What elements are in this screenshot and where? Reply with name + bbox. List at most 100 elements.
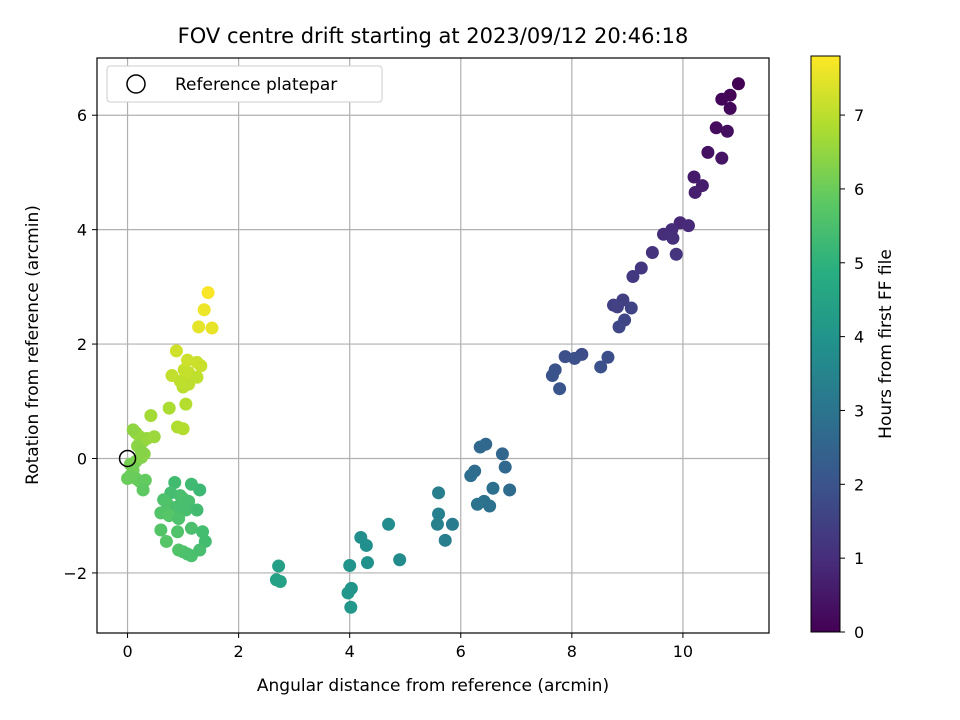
legend-label: Reference platepar bbox=[175, 75, 337, 95]
colorbar-tick-label: 0 bbox=[854, 623, 864, 642]
data-point bbox=[171, 525, 185, 539]
data-point bbox=[159, 534, 173, 548]
data-point bbox=[669, 247, 683, 261]
data-point bbox=[190, 503, 204, 517]
data-point bbox=[610, 300, 624, 314]
data-point bbox=[382, 517, 396, 531]
data-point bbox=[126, 423, 140, 437]
x-axis-ticks: 0 2 4 6 8 10 bbox=[122, 633, 693, 661]
data-point bbox=[169, 344, 183, 358]
colorbar-tick-label: 4 bbox=[854, 328, 864, 347]
data-point bbox=[715, 92, 729, 106]
data-point bbox=[432, 507, 446, 521]
colorbar-label: Hours from first FF file bbox=[876, 249, 896, 439]
data-point bbox=[473, 440, 487, 454]
y-tick-label: −2 bbox=[63, 564, 87, 583]
data-point bbox=[687, 170, 701, 184]
data-point bbox=[344, 600, 358, 614]
legend-marker bbox=[126, 74, 146, 94]
x-axis-label: Angular distance from reference (arcmin) bbox=[257, 676, 609, 696]
data-point bbox=[121, 472, 135, 486]
data-point bbox=[688, 185, 702, 199]
data-point bbox=[193, 483, 207, 497]
y-tick-label: 4 bbox=[77, 221, 87, 240]
x-tick-label: 8 bbox=[567, 642, 577, 661]
data-point bbox=[645, 246, 659, 260]
data-point bbox=[720, 124, 734, 138]
data-point bbox=[341, 586, 355, 600]
colorbar-tick-label: 7 bbox=[854, 106, 864, 125]
x-tick-label: 6 bbox=[456, 642, 466, 661]
colorbar-ticks: 0 1 2 3 4 5 6 7 bbox=[840, 106, 864, 642]
colorbar-tick-label: 1 bbox=[854, 549, 864, 568]
data-point bbox=[138, 473, 152, 487]
data-point bbox=[393, 553, 407, 567]
data-point bbox=[162, 401, 176, 415]
data-point bbox=[612, 320, 626, 334]
data-point bbox=[445, 517, 459, 531]
data-point bbox=[154, 523, 168, 537]
y-tick-label: 2 bbox=[77, 335, 87, 354]
data-point bbox=[495, 447, 509, 461]
data-point bbox=[359, 538, 373, 552]
data-point bbox=[165, 369, 179, 383]
data-point bbox=[273, 575, 287, 589]
data-point bbox=[201, 286, 215, 300]
data-point bbox=[601, 350, 615, 364]
data-point bbox=[197, 303, 211, 317]
data-point bbox=[172, 512, 186, 526]
data-point bbox=[594, 360, 608, 374]
data-point bbox=[731, 77, 745, 91]
data-point bbox=[193, 543, 207, 557]
data-point bbox=[666, 231, 680, 245]
x-tick-label: 4 bbox=[345, 642, 355, 661]
y-tick-label: 6 bbox=[77, 106, 87, 125]
data-point bbox=[205, 321, 219, 335]
data-point bbox=[192, 320, 206, 334]
plot-frame bbox=[96, 57, 770, 634]
chart-title: FOV centre drift starting at 2023/09/12 … bbox=[178, 24, 689, 48]
x-tick-label: 0 bbox=[122, 642, 132, 661]
data-point bbox=[147, 430, 161, 444]
data-point bbox=[723, 101, 737, 115]
data-point bbox=[470, 497, 484, 511]
data-point bbox=[483, 499, 497, 513]
data-point bbox=[136, 483, 150, 497]
reference-platepar-marker bbox=[118, 449, 137, 468]
data-point bbox=[144, 409, 158, 423]
x-tick-label: 10 bbox=[673, 642, 693, 661]
data-point bbox=[190, 370, 204, 384]
data-point bbox=[360, 556, 374, 570]
data-point bbox=[498, 460, 512, 474]
grid bbox=[97, 58, 769, 633]
data-point bbox=[184, 521, 198, 535]
data-points bbox=[121, 77, 745, 614]
data-point bbox=[134, 445, 148, 459]
y-axis-label: Rotation from reference (arcmin) bbox=[23, 205, 43, 485]
data-point bbox=[179, 397, 193, 411]
data-point bbox=[626, 270, 640, 284]
data-point bbox=[430, 517, 444, 531]
legend: Reference platepar bbox=[106, 65, 383, 103]
data-point bbox=[709, 121, 723, 135]
data-point bbox=[624, 301, 638, 315]
data-point bbox=[715, 151, 729, 165]
legend-box bbox=[106, 65, 383, 103]
data-point bbox=[168, 476, 182, 490]
data-point bbox=[553, 382, 567, 396]
data-point bbox=[343, 558, 357, 572]
y-axis-ticks: −2 0 2 4 6 bbox=[63, 106, 97, 583]
data-point bbox=[634, 261, 648, 275]
data-point bbox=[681, 219, 695, 233]
data-point bbox=[194, 359, 208, 373]
colorbar-tick-label: 6 bbox=[854, 180, 864, 199]
data-point bbox=[176, 422, 190, 436]
data-point bbox=[464, 469, 478, 483]
y-tick-label: 0 bbox=[77, 449, 87, 468]
data-point bbox=[568, 351, 582, 365]
data-point bbox=[179, 503, 193, 517]
colorbar-tick-label: 5 bbox=[854, 254, 864, 273]
colorbar-tick-label: 3 bbox=[854, 401, 864, 420]
x-tick-label: 2 bbox=[234, 642, 244, 661]
